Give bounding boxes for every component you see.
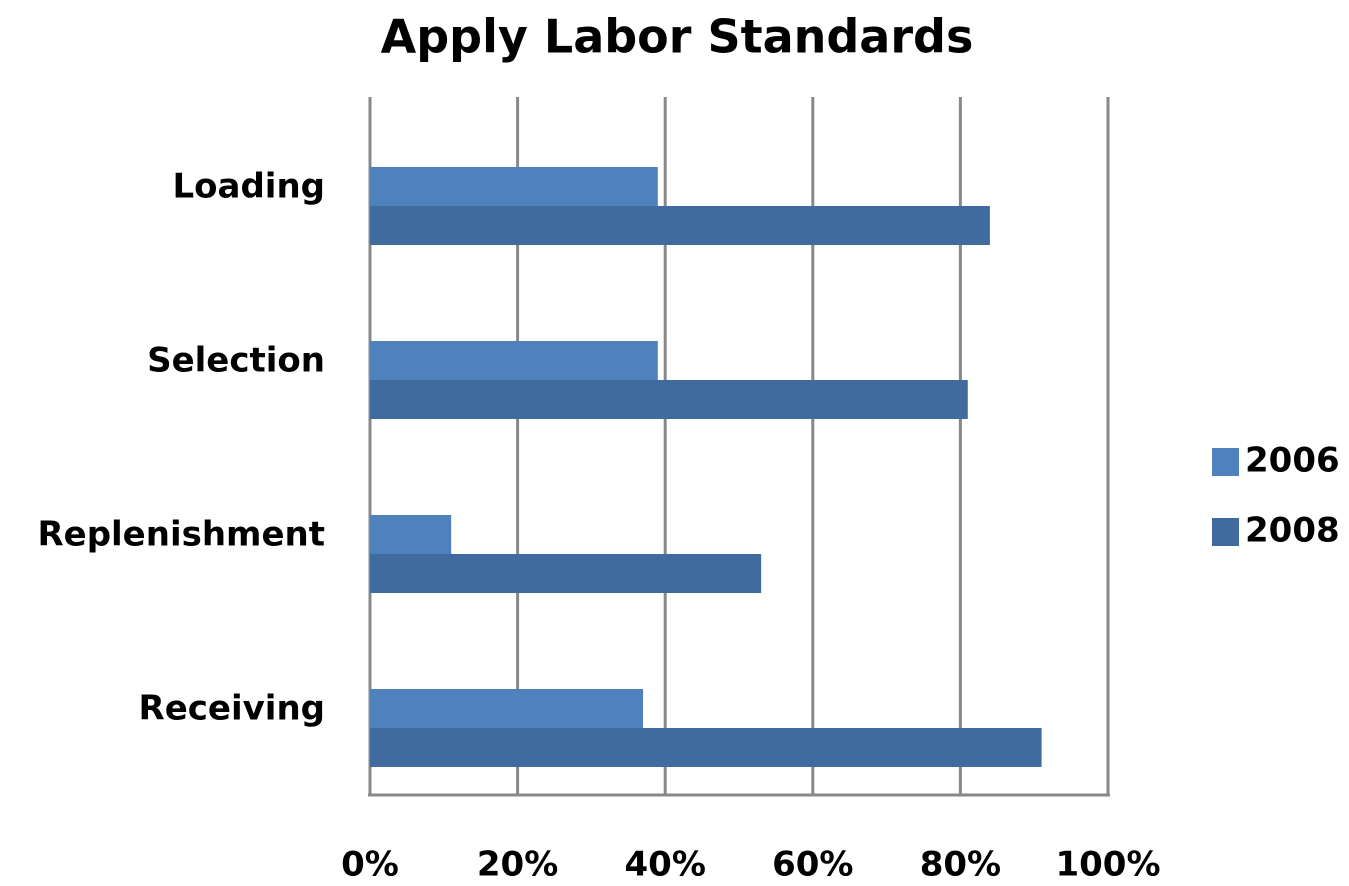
legend-label: 2008 xyxy=(1245,511,1340,551)
bar xyxy=(370,341,658,380)
legend-swatch xyxy=(1212,448,1239,476)
legend-swatch xyxy=(1212,518,1239,546)
x-tick-label: 0% xyxy=(341,845,399,885)
bar xyxy=(370,689,644,728)
y-tick-label: Replenishment xyxy=(37,515,325,555)
bar xyxy=(370,515,452,554)
bar xyxy=(370,167,658,206)
legend-label: 2006 xyxy=(1245,441,1340,481)
y-tick-label: Receiving xyxy=(139,689,325,729)
bar xyxy=(370,728,1042,767)
x-tick-label: 80% xyxy=(920,845,1001,885)
y-tick-label: Selection xyxy=(147,341,325,381)
x-tick-label: 60% xyxy=(772,845,853,885)
chart-title: Apply Labor Standards xyxy=(381,10,974,64)
x-tick-label: 40% xyxy=(625,845,706,885)
x-tick-label: 100% xyxy=(1055,845,1160,885)
bar xyxy=(370,380,968,419)
x-tick-label: 20% xyxy=(477,845,558,885)
bar xyxy=(370,206,990,245)
y-tick-label: Loading xyxy=(172,167,325,207)
bar xyxy=(370,554,762,593)
